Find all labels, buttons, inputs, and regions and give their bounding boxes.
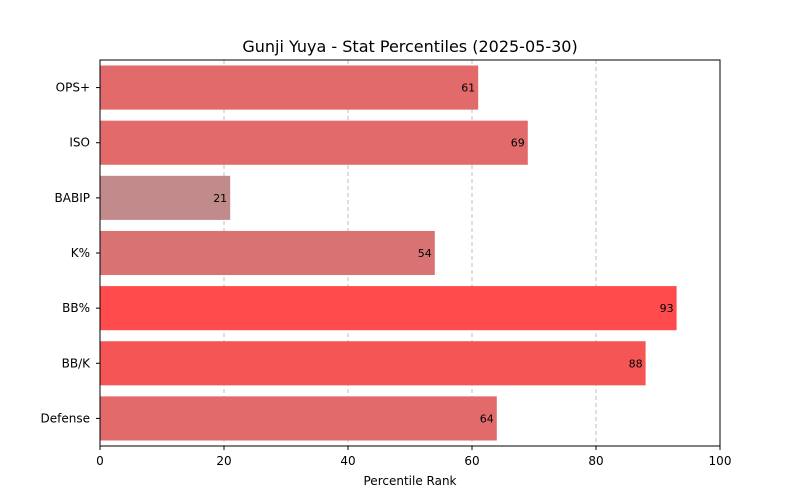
value-label-k: 54 bbox=[418, 247, 432, 260]
bar-bb bbox=[100, 286, 677, 331]
bar-defense bbox=[100, 396, 497, 441]
y-tick-label-bb: BB% bbox=[62, 301, 90, 315]
value-label-ops: 61 bbox=[461, 82, 475, 95]
value-label-defense: 64 bbox=[480, 412, 494, 425]
chart-title: Gunji Yuya - Stat Percentiles (2025-05-3… bbox=[242, 37, 577, 56]
value-label-bb-k: 88 bbox=[629, 357, 643, 370]
x-tick-label-0: 0 bbox=[96, 454, 104, 468]
x-tick-label-60: 60 bbox=[464, 454, 479, 468]
bar-k bbox=[100, 230, 435, 276]
bar-iso bbox=[100, 120, 528, 165]
value-label-bb: 93 bbox=[660, 302, 674, 315]
y-tick-label-k: K% bbox=[71, 246, 90, 260]
x-tick-label-100: 100 bbox=[709, 454, 732, 468]
y-tick-label-babip: BABIP bbox=[55, 191, 90, 205]
y-tick-label-defense: Defense bbox=[41, 411, 90, 425]
bar-ops bbox=[100, 65, 479, 110]
x-tick-label-80: 80 bbox=[588, 454, 603, 468]
y-tick-label-bb-k: BB/K bbox=[62, 356, 92, 370]
value-label-iso: 69 bbox=[511, 137, 525, 150]
y-tick-label-iso: ISO bbox=[69, 136, 90, 150]
y-tick-label-ops: OPS+ bbox=[56, 81, 90, 95]
bar-babip bbox=[100, 175, 231, 220]
axis-ticks: 0 20 40 60 80 100 OPS+ ISO BABIP K% BB% BB/K Defense bbox=[41, 81, 732, 468]
x-axis-label: Percentile Rank bbox=[364, 474, 457, 488]
x-tick-label-20: 20 bbox=[216, 454, 231, 468]
bars: 61 69 21 54 93 88 64 bbox=[100, 65, 677, 441]
bar-bb-k bbox=[100, 341, 646, 386]
value-label-babip: 21 bbox=[213, 192, 227, 205]
x-tick-label-40: 40 bbox=[340, 454, 355, 468]
